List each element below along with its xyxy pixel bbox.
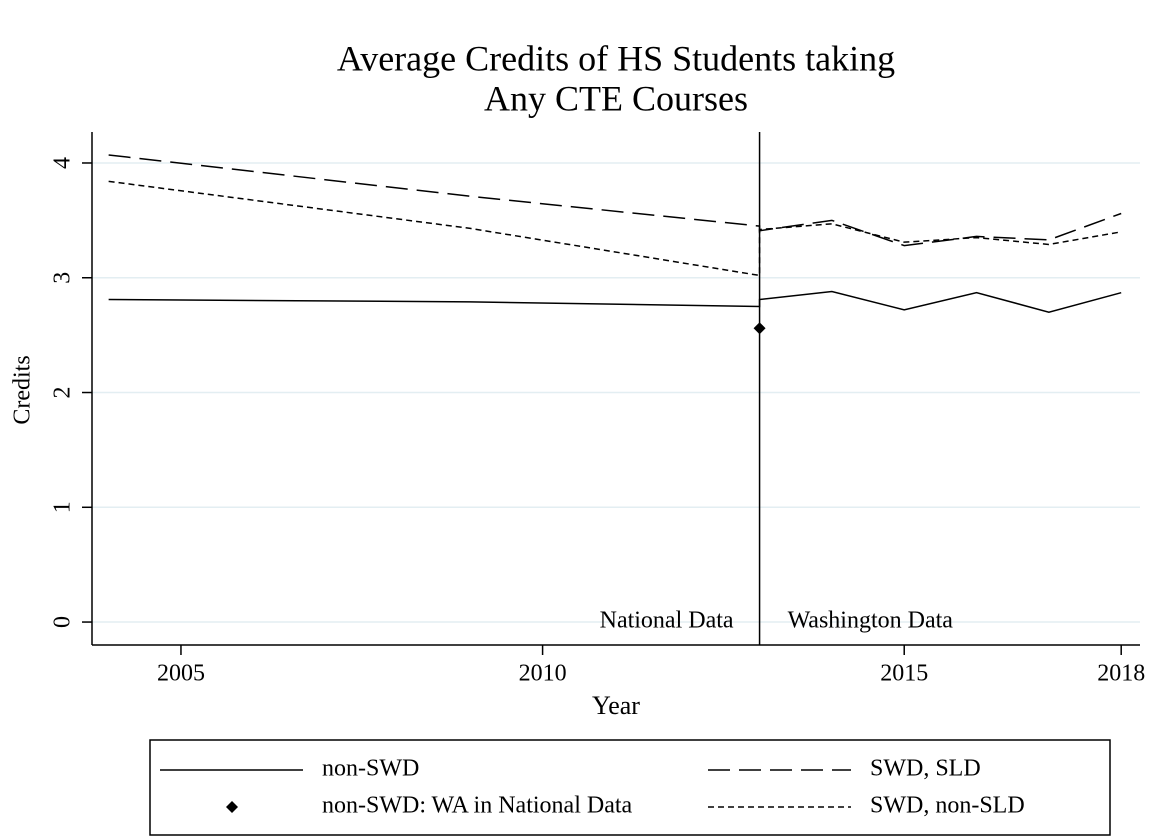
series-line [108, 180, 1122, 277]
legend-label: non-SWD [322, 756, 419, 782]
y-tick-label: 0 [50, 616, 76, 628]
chart-title: Any CTE Courses [484, 78, 748, 118]
y-tick-label: 1 [50, 501, 76, 513]
legend-box [149, 739, 1111, 836]
x-tick-label: 2010 [519, 661, 567, 687]
x-axis-title: Year [592, 691, 640, 720]
x-tick-label: 2015 [880, 661, 928, 687]
series-line [108, 154, 1122, 247]
y-tick-label: 4 [50, 157, 76, 169]
y-tick-label: 3 [50, 272, 76, 284]
y-axis-title: Credits [10, 355, 36, 424]
legend-symbol [226, 801, 238, 813]
annotation: National Data [600, 608, 734, 634]
series-line [108, 290, 1122, 313]
x-tick-label: 2005 [157, 661, 205, 687]
chart-title: Average Credits of HS Students taking [337, 38, 895, 78]
x-tick-label: 2018 [1097, 661, 1145, 687]
annotation: Washington Data [788, 608, 954, 634]
legend-label: non-SWD: WA in National Data [322, 793, 633, 819]
marker [753, 322, 766, 335]
legend-label: SWD, non-SLD [870, 793, 1025, 819]
y-tick-label: 2 [50, 387, 76, 399]
legend-label: SWD, SLD [870, 756, 981, 782]
